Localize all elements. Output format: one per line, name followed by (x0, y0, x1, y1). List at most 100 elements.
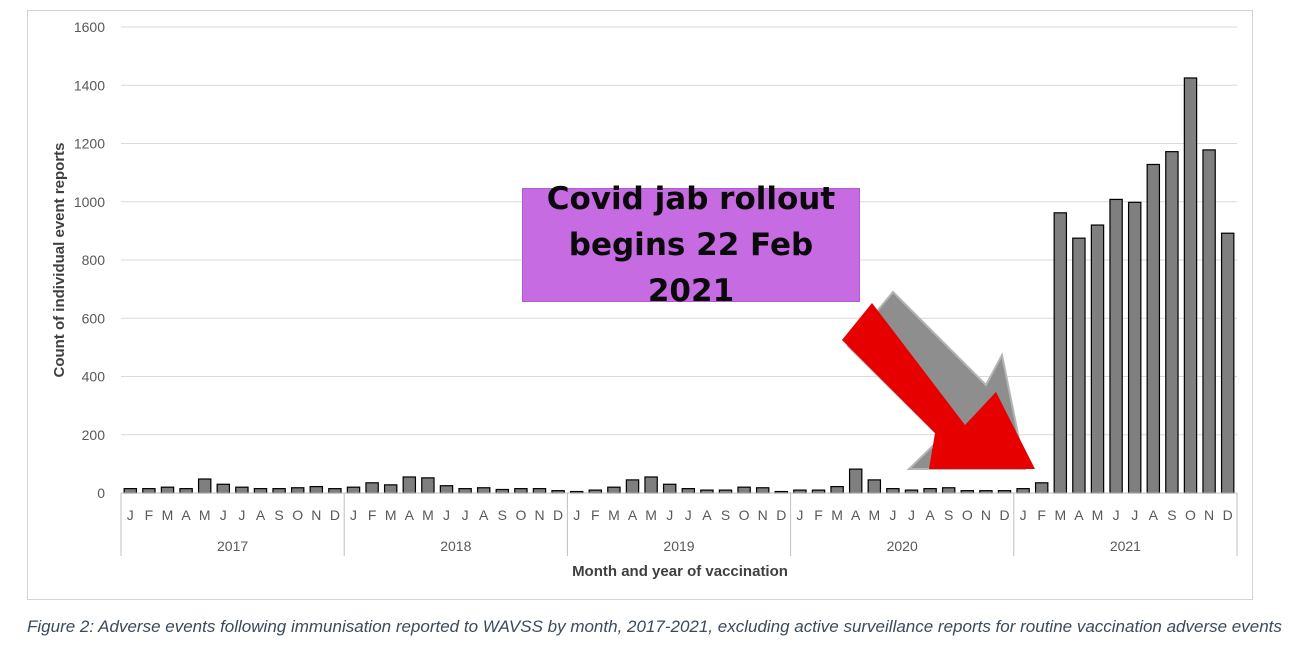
month-tick-label: J (666, 507, 673, 523)
x-axis-label: Month and year of vaccination (572, 563, 788, 580)
y-axis-label: Count of individual event reports (51, 142, 68, 377)
month-tick-label: M (422, 507, 434, 523)
month-tick-label: N (311, 507, 321, 523)
month-tick-label: A (1149, 507, 1159, 523)
bar (439, 485, 454, 494)
month-tick-label: A (628, 507, 638, 523)
year-tick-label: 2018 (440, 538, 471, 554)
chart-frame (27, 10, 1253, 600)
month-tick-label: A (479, 507, 489, 523)
month-tick-label: S (944, 507, 953, 523)
y-tick-label: 400 (82, 369, 106, 385)
month-tick-label: D (330, 507, 340, 523)
month-tick-label: S (274, 507, 283, 523)
bar (458, 488, 472, 494)
bar (532, 488, 547, 494)
month-tick-label: M (385, 507, 397, 523)
month-tick-label: M (831, 507, 843, 523)
month-tick-label: J (796, 507, 803, 523)
bar (755, 487, 770, 494)
bar (1165, 151, 1179, 494)
bar (923, 488, 937, 494)
month-tick-label: J (1131, 507, 1138, 523)
month-tick-label: J (127, 507, 134, 523)
callout-line-2: begins 22 Feb 2021 (568, 227, 814, 309)
month-tick-label: A (851, 507, 861, 523)
bar (1202, 149, 1216, 494)
y-tick-label: 1200 (74, 136, 105, 152)
bar (476, 487, 491, 494)
month-tick-label: D (776, 507, 786, 523)
month-tick-label: J (350, 507, 357, 523)
bars (123, 77, 1235, 494)
month-tick-label: F (145, 507, 154, 523)
month-tick-label: O (292, 507, 303, 523)
bar (402, 476, 417, 494)
month-tick-label: M (162, 507, 174, 523)
bar (1034, 482, 1049, 494)
bar (681, 488, 696, 494)
bar (346, 486, 361, 494)
bar (886, 488, 900, 494)
bar (830, 485, 844, 494)
bar (1146, 163, 1161, 494)
bar (1183, 77, 1198, 494)
bar (867, 479, 882, 494)
year-tick-label: 2021 (1110, 538, 1141, 554)
year-tick-label: 2020 (887, 538, 918, 554)
month-tick-label: J (462, 507, 469, 523)
month-tick-label: N (758, 507, 768, 523)
month-tick-label: J (685, 507, 692, 523)
year-tick-label: 2019 (663, 538, 694, 554)
bar (421, 477, 435, 494)
month-tick-label: F (591, 507, 600, 523)
month-tick-label: J (443, 507, 450, 523)
month-tick-label: J (1113, 507, 1120, 523)
month-tick-label: A (1074, 507, 1084, 523)
month-tick-label: J (908, 507, 915, 523)
month-tick-label: A (405, 507, 415, 523)
bar (607, 486, 621, 494)
month-tick-label: O (739, 507, 750, 523)
bar (123, 488, 138, 494)
y-tick-label: 1600 (74, 19, 105, 35)
bar (383, 484, 398, 494)
month-tick-label: M (608, 507, 620, 523)
month-tick-label: O (515, 507, 526, 523)
month-tick-label: J (1020, 507, 1027, 523)
bar (1072, 237, 1086, 494)
bar (160, 486, 175, 494)
month-tick-label: F (368, 507, 377, 523)
figure-caption: Figure 2: Adverse events following immun… (27, 617, 1282, 636)
bar (365, 482, 379, 494)
bar (1109, 198, 1123, 494)
month-tick-label: M (1054, 507, 1066, 523)
year-tick-label: 2017 (217, 538, 248, 554)
bar (1053, 212, 1068, 494)
red-arrow (842, 290, 1035, 470)
bar (662, 483, 677, 494)
callout-line-1: Covid jab rollout (546, 181, 836, 217)
y-tick-label: 800 (82, 252, 106, 268)
month-tick-label: J (573, 507, 580, 523)
bar (328, 488, 342, 494)
month-tick-label: N (981, 507, 991, 523)
arrow-head (842, 303, 1035, 469)
month-tick-label: A (256, 507, 266, 523)
bar (235, 486, 249, 494)
month-tick-label: N (534, 507, 544, 523)
bar (737, 486, 751, 494)
month-tick-label: J (220, 507, 227, 523)
month-tick-label: S (498, 507, 507, 523)
bar (142, 488, 156, 494)
y-tick-label: 600 (82, 310, 106, 326)
month-tick-label: J (238, 507, 245, 523)
month-tick-label: M (199, 507, 211, 523)
month-tick-label: A (702, 507, 712, 523)
bar (514, 488, 528, 494)
month-tick-label: S (1167, 507, 1176, 523)
month-tick-label: O (962, 507, 973, 523)
month-tick-label: F (814, 507, 823, 523)
